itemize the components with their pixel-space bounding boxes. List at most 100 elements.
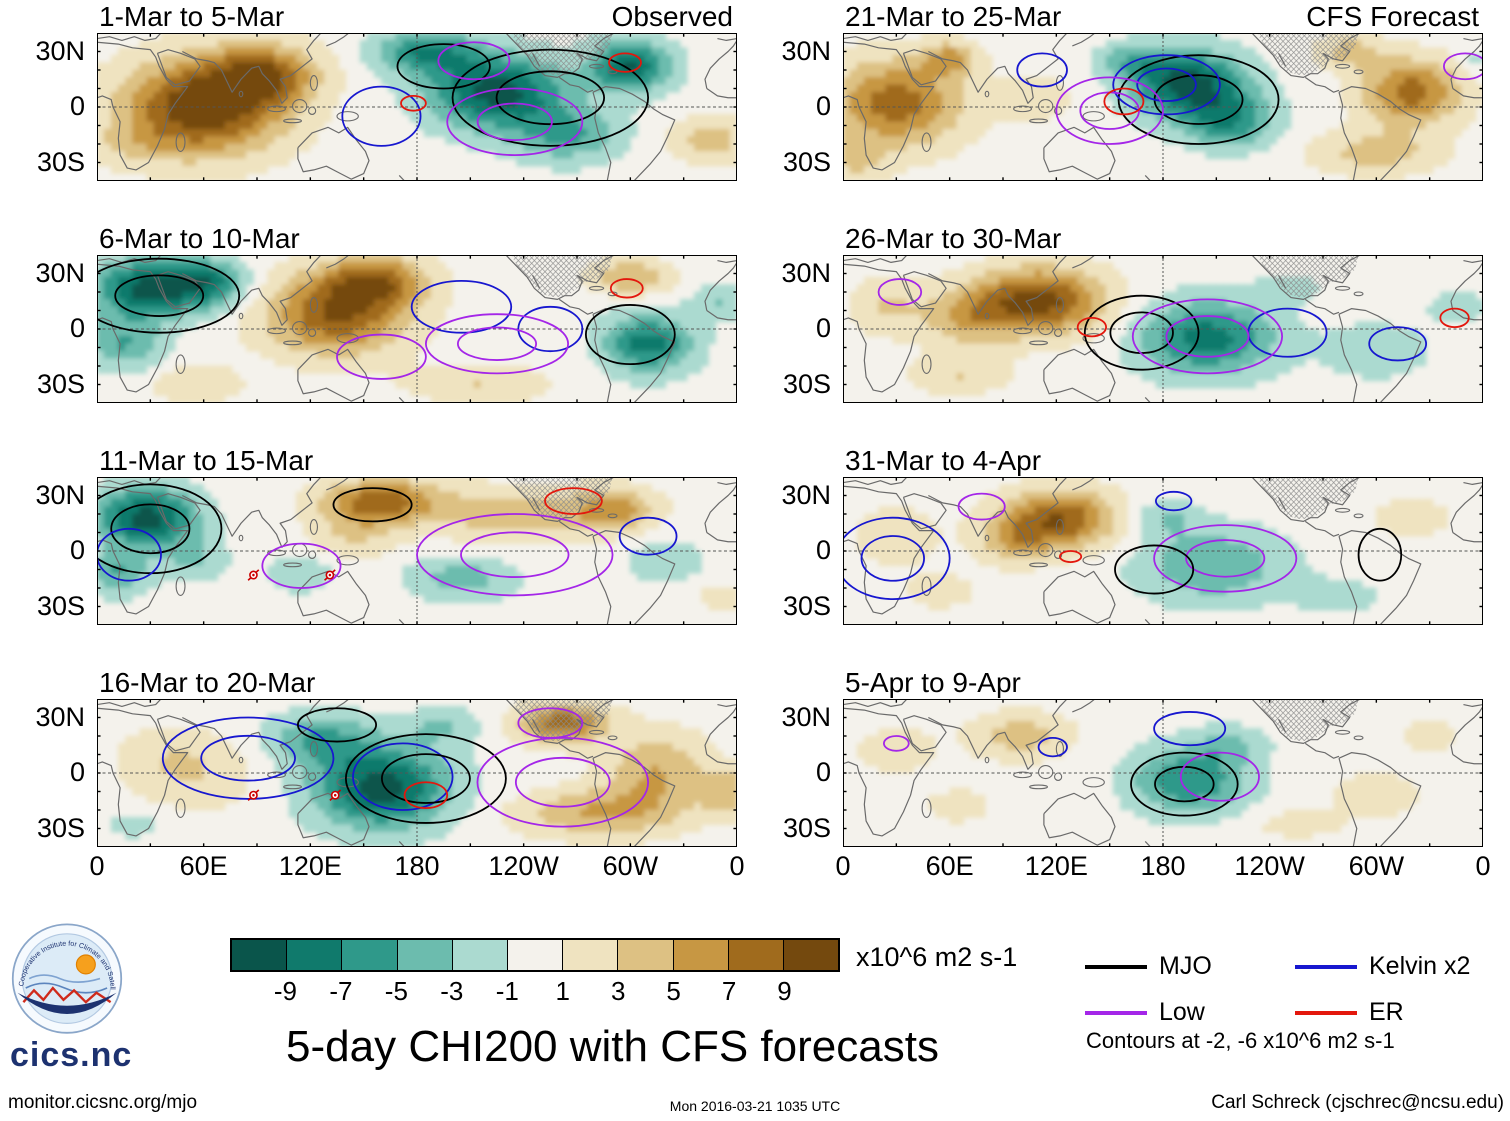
y-axis-label: 30N [35, 479, 85, 510]
kelvin-contour [163, 718, 334, 799]
x-axis-label: 60E [179, 851, 228, 881]
colorbar-unit-label: x10^6 m2 s-1 [856, 942, 1018, 972]
map-panel-svg [97, 255, 737, 403]
er-contour [1060, 551, 1081, 562]
colorbar [230, 938, 840, 972]
colorbar-segment [727, 940, 783, 970]
x-axis-label: 120W [488, 851, 559, 881]
low-legend-line [1085, 1011, 1147, 1015]
er-contour [1104, 89, 1143, 115]
y-axis-label: 0 [815, 756, 831, 787]
colorbar-tick-label: -9 [273, 976, 298, 1006]
low-contour [879, 279, 922, 305]
er-contour [401, 96, 426, 111]
colorbar-segment [506, 940, 563, 970]
colorbar-tick-label: 1 [555, 976, 570, 1006]
kelvin-contour [353, 743, 453, 810]
x-axis-label: 0 [835, 851, 851, 881]
mjo-contour [586, 305, 675, 364]
colorbar-tick-label: -3 [440, 976, 464, 1006]
mjo-contour [1115, 545, 1193, 593]
map-panel-svg [97, 477, 737, 625]
x-axis-label: 0 [89, 851, 105, 881]
er-contour [545, 488, 602, 514]
y-axis-label: 30S [36, 590, 85, 621]
panel-title: 11-Mar to 15-Mar [99, 445, 314, 476]
mjo-contour [1119, 55, 1279, 144]
kelvin-contour [1039, 738, 1067, 757]
panel-title: 6-Mar to 10-Mar [99, 223, 300, 254]
low-contour [959, 494, 1005, 520]
map-panel [97, 477, 737, 625]
map-panel-svg [97, 699, 737, 847]
er-contour [405, 782, 448, 808]
y-axis-label: 30N [781, 35, 831, 66]
low-contour [1056, 77, 1163, 144]
y-axis-label: 30S [782, 812, 831, 843]
logo-wave [28, 974, 101, 983]
footer-credit: Carl Schreck (cjschrec@ncsu.edu) [1211, 1092, 1504, 1113]
logo-mountains-icon [22, 986, 112, 1004]
map-panel-svg [843, 699, 1483, 847]
y-axis-label: 30S [36, 368, 85, 399]
colorbar-tick-label: -5 [384, 976, 408, 1006]
kelvin-contour [620, 518, 677, 555]
low-contour [518, 708, 582, 738]
low-contour [426, 314, 568, 373]
y-axis-label: 30N [781, 257, 831, 288]
cicsnc-logo: Cooperative Institute for Climate and Sa… [8, 922, 123, 1034]
tropical-cyclone-icon [248, 790, 259, 800]
panel-title: 26-Mar to 30-Mar [845, 223, 1062, 254]
colorbar-segment [396, 940, 452, 970]
footer-url: monitor.cicsnc.org/mjo [8, 1092, 198, 1113]
x-axis-label: 0 [1475, 851, 1491, 881]
logo-wave [25, 982, 108, 994]
mjo-contour [453, 50, 649, 146]
tropical-cyclone-icon [330, 790, 341, 800]
mjo-contour [397, 44, 489, 88]
kelvin-legend-label: Kelvin x2 [1369, 952, 1471, 980]
colorbar-segment [451, 940, 507, 970]
low-contour [417, 514, 613, 595]
map-panel-svg [843, 255, 1483, 403]
kelvin-contour [1113, 55, 1220, 114]
footer-timestamp: Mon 2016-03-21 1035 UTC [669, 1098, 841, 1114]
x-axis-label: 60E [925, 851, 974, 881]
panel-title: 16-Mar to 20-Mar [99, 667, 316, 698]
x-axis-label: 60W [1348, 851, 1405, 881]
colorbar-tick-label: -1 [495, 976, 519, 1006]
x-axis-label: 120W [1234, 851, 1305, 881]
map-panel [97, 699, 737, 847]
colorbar-tick-label: 7 [721, 976, 737, 1006]
mjo-contour [1359, 529, 1402, 581]
map-panel [843, 477, 1483, 625]
y-axis-label: 0 [815, 90, 831, 121]
colorbar-tick-label: 5 [666, 976, 681, 1006]
column-header: CFS Forecast [1306, 1, 1479, 32]
kelvin-contour [342, 87, 420, 146]
low-contour [447, 89, 582, 156]
y-axis-label: 0 [69, 534, 85, 565]
figure-title: 5-day CHI200 with CFS forecasts [286, 1022, 939, 1071]
x-axis-label: 120E [1024, 851, 1088, 881]
er-legend-label: ER [1369, 998, 1404, 1026]
map-panel-svg [97, 33, 737, 181]
mjo-contour [333, 488, 411, 521]
er-contour [1078, 318, 1106, 337]
colorbar-tick-label: 9 [777, 976, 792, 1006]
er-legend-line [1295, 1011, 1357, 1015]
low-contour [337, 335, 426, 379]
y-axis-label: 30N [781, 701, 831, 732]
panel-title: 21-Mar to 25-Mar [845, 1, 1062, 32]
tropical-cyclone-icon [325, 570, 336, 580]
low-contour [1133, 299, 1282, 373]
x-axis-label: 180 [394, 851, 440, 881]
y-axis-label: 0 [815, 534, 831, 565]
map-panel [843, 699, 1483, 847]
y-axis-label: 0 [69, 756, 85, 787]
mjo-contour [1131, 753, 1238, 816]
low-contour [884, 736, 909, 751]
logo-wordmark: cics.nc [10, 1036, 133, 1074]
kelvin-contour [1154, 712, 1225, 745]
